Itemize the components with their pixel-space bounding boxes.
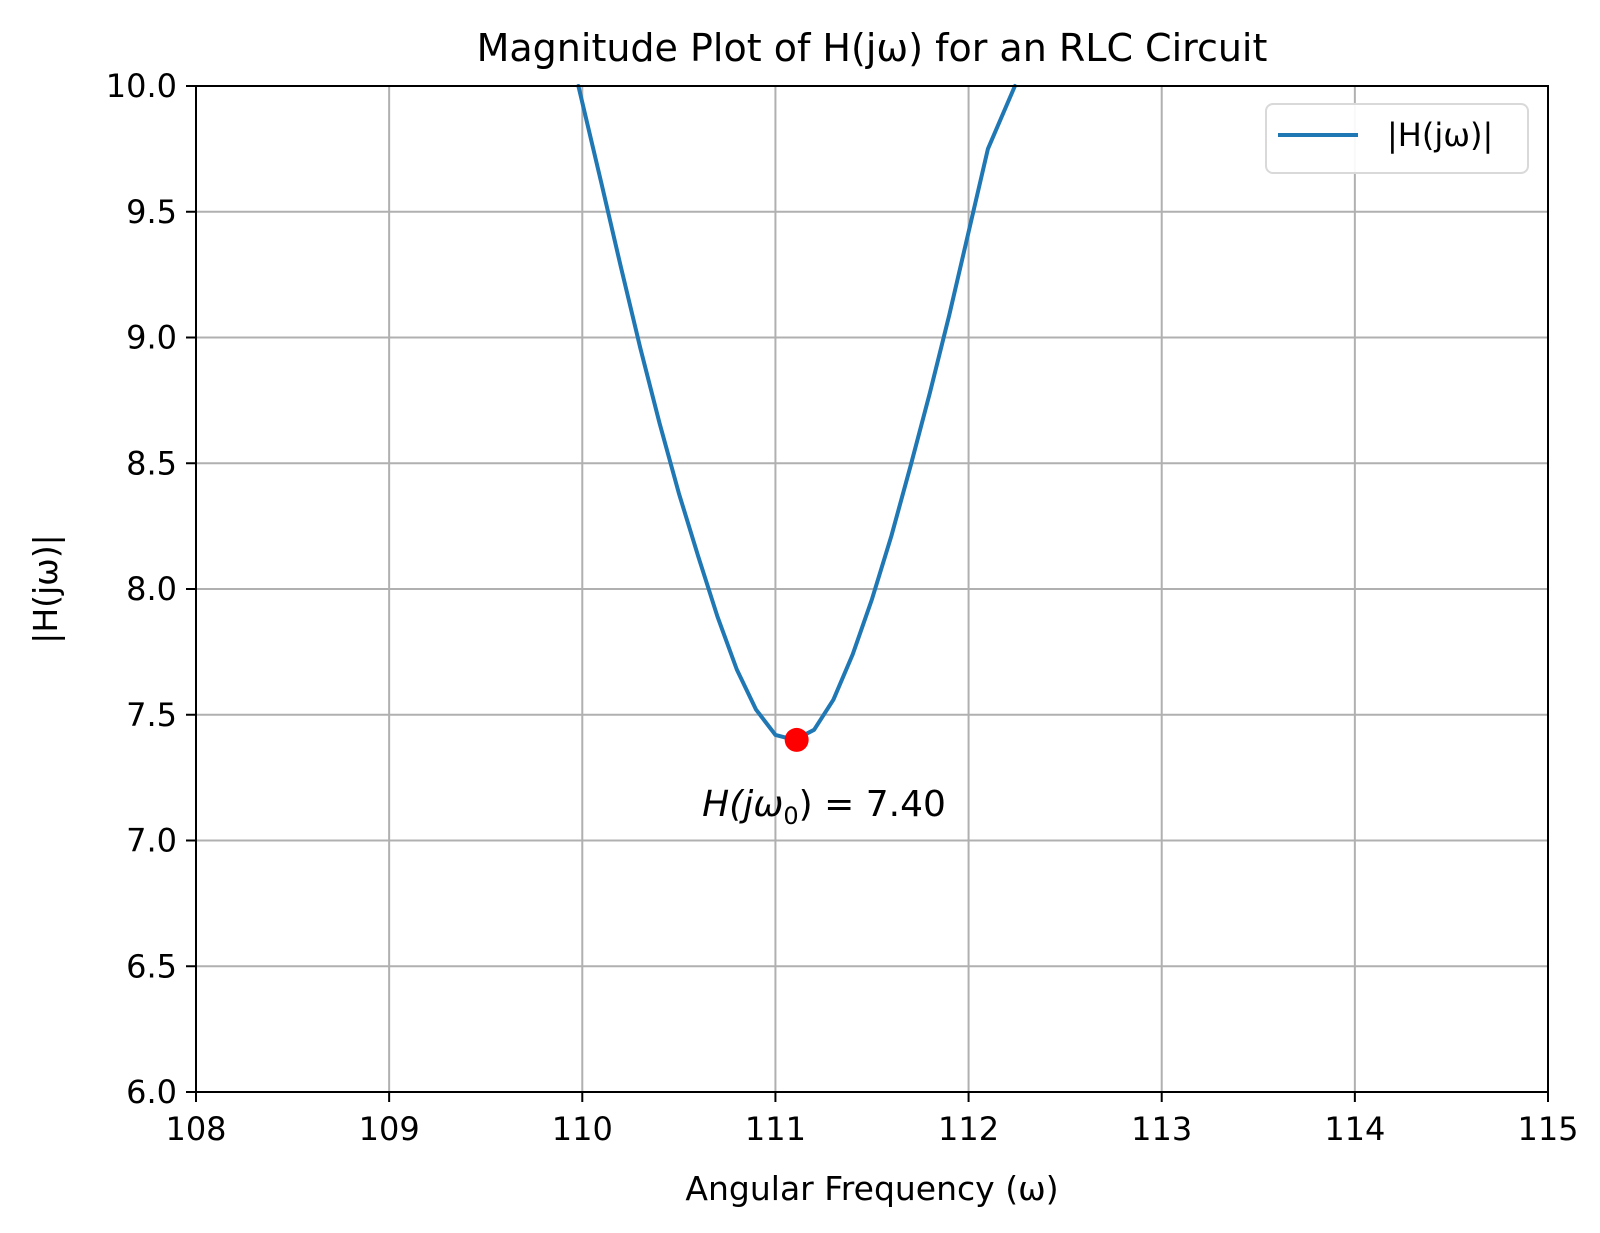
y-tick-label: 7.0	[126, 822, 177, 860]
y-tick-label: 9.0	[126, 319, 177, 357]
plot-frame	[195, 85, 1549, 1093]
y-tick-label: 6.0	[126, 1073, 177, 1111]
y-axis-label: |H(jω)|	[26, 534, 65, 644]
x-tick-label: 112	[938, 1110, 999, 1148]
highlight-point-layer	[784, 727, 809, 752]
annotation-prefix: H(jω	[702, 784, 783, 825]
series-line	[576, 84, 1017, 742]
legend-label: |H(jω)|	[1387, 116, 1493, 154]
annotation-subscript: 0	[783, 802, 798, 830]
resonance-annotation: H(jω0) = 7.40	[702, 784, 946, 830]
y-tick-label: 10.0	[106, 67, 177, 105]
y-tick-label: 8.0	[126, 570, 177, 608]
legend-box	[1265, 103, 1529, 174]
x-tick-label: 109	[359, 1110, 420, 1148]
x-tick-label: 114	[1324, 1110, 1385, 1148]
annotation-suffix: ) = 7.40	[799, 784, 946, 825]
x-tick-label: 108	[165, 1110, 226, 1148]
chart-title: Magnitude Plot of H(jω) for an RLC Circu…	[477, 26, 1268, 70]
resonance-point	[784, 727, 809, 752]
x-tick-label: 111	[745, 1110, 806, 1148]
grid	[195, 85, 1549, 1093]
y-tick-label: 6.5	[126, 947, 177, 985]
x-axis-label: Angular Frequency (ω)	[685, 1169, 1058, 1208]
x-ticks: 108 109 110 111 112 113 114 115	[165, 1092, 1579, 1148]
x-tick-label: 115	[1517, 1110, 1578, 1148]
x-tick-label: 110	[552, 1110, 613, 1148]
y-tick-label: 9.5	[126, 193, 177, 231]
x-tick-label: 113	[1131, 1110, 1192, 1148]
y-tick-label: 8.5	[126, 444, 177, 482]
y-ticks: 6.0 6.5 7.0 7.5 8.0 8.5 9.0 9.5 10.0	[106, 67, 196, 1111]
series-layer	[576, 84, 1017, 742]
legend: |H(jω)|	[1265, 103, 1529, 174]
y-tick-label: 7.5	[126, 696, 177, 734]
